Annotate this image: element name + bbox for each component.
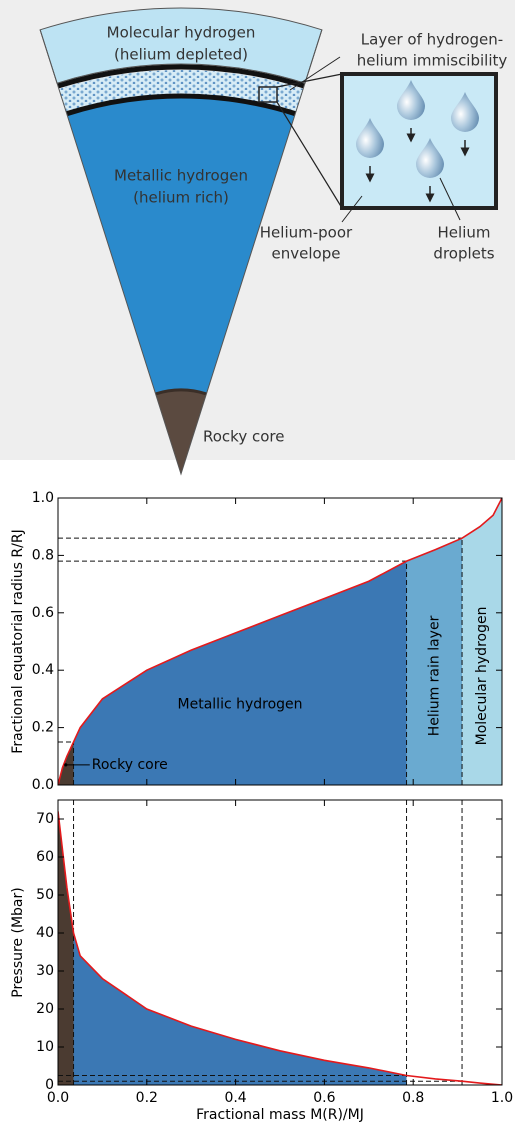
x-axis-label: Fractional mass M(R)/MJ xyxy=(196,1107,364,1123)
region xyxy=(73,811,407,1085)
charts: 0.0 0.2 0.4 0.6 0.8 1.0 Rocky core Metallic hyd… xyxy=(10,490,513,1123)
region-label: Helium rain layer xyxy=(426,615,442,736)
region xyxy=(73,498,407,785)
plot-frame xyxy=(57,799,503,1086)
y-tick-label: 0.4 xyxy=(32,662,54,678)
curve xyxy=(58,498,502,785)
region xyxy=(462,498,502,785)
zoom-box xyxy=(258,86,278,103)
wedge-outline xyxy=(39,29,323,476)
region-label: Metallic hydrogen xyxy=(178,697,303,713)
inset-label: envelope xyxy=(272,245,341,263)
x-tick-label: 0.6 xyxy=(313,1090,335,1106)
y-tick-label: 1.0 xyxy=(32,490,54,506)
zoom-line xyxy=(276,73,343,88)
layer-border xyxy=(57,64,305,89)
leader-line xyxy=(289,56,341,91)
core xyxy=(155,390,207,474)
y-tick-label: 70 xyxy=(36,811,54,827)
y-tick-label: 40 xyxy=(36,925,54,941)
droplets xyxy=(356,80,479,203)
y-tick-label: 10 xyxy=(36,1039,54,1055)
region-label: Molecular hydrogen xyxy=(474,607,490,746)
y-tick-label: 0.2 xyxy=(32,720,54,736)
layer-border xyxy=(155,388,207,396)
inset-label: Helium-poor xyxy=(260,224,353,242)
x-tick-label: 1.0 xyxy=(491,1090,513,1106)
layer-label: (helium depleted) xyxy=(114,46,248,64)
planet-wedge xyxy=(39,7,323,476)
plot-frame xyxy=(57,497,503,786)
region-label: Rocky core xyxy=(92,757,168,773)
layer-label: Rocky core xyxy=(203,428,284,446)
x-tick-label: 0.4 xyxy=(224,1090,246,1106)
x-tick-label: 0.8 xyxy=(402,1090,424,1106)
layer-label: Molecular hydrogen xyxy=(107,24,256,42)
x-tick-label: 0.2 xyxy=(136,1090,158,1106)
y-tick-label: 20 xyxy=(36,1001,54,1017)
leader-line xyxy=(439,177,461,221)
diagram: Molecular hydrogen (helium depleted) Met… xyxy=(0,0,515,476)
layer-border xyxy=(65,93,297,117)
inset-label: helium immiscibility xyxy=(357,52,508,70)
layer-label: Metallic hydrogen xyxy=(114,167,248,185)
leader-line xyxy=(341,195,363,223)
y-axis-label: Pressure (Mbar) xyxy=(10,887,26,997)
curve xyxy=(58,811,502,1085)
y-tick-label: 0 xyxy=(45,1077,54,1093)
inset-label: droplets xyxy=(433,245,494,263)
zoom-line xyxy=(276,101,343,209)
inset-label: Helium xyxy=(438,224,491,242)
y-tick-label: 50 xyxy=(36,887,54,903)
x-tick-label: 0.0 xyxy=(47,1090,69,1106)
y-tick-label: 60 xyxy=(36,849,54,865)
metallic-layer xyxy=(67,98,295,394)
y-tick-label: 0.8 xyxy=(32,547,54,563)
layer-label: (helium rich) xyxy=(133,189,229,207)
y-tick-label: 0.6 xyxy=(32,605,54,621)
immiscible-layer xyxy=(58,70,304,112)
y-tick-label: 30 xyxy=(36,963,54,979)
inset-label: Layer of hydrogen- xyxy=(361,31,503,49)
region xyxy=(58,811,74,1085)
y-tick-label: 0.0 xyxy=(32,777,54,793)
y-axis-label: Fractional equatorial radius R/RJ xyxy=(10,529,26,753)
